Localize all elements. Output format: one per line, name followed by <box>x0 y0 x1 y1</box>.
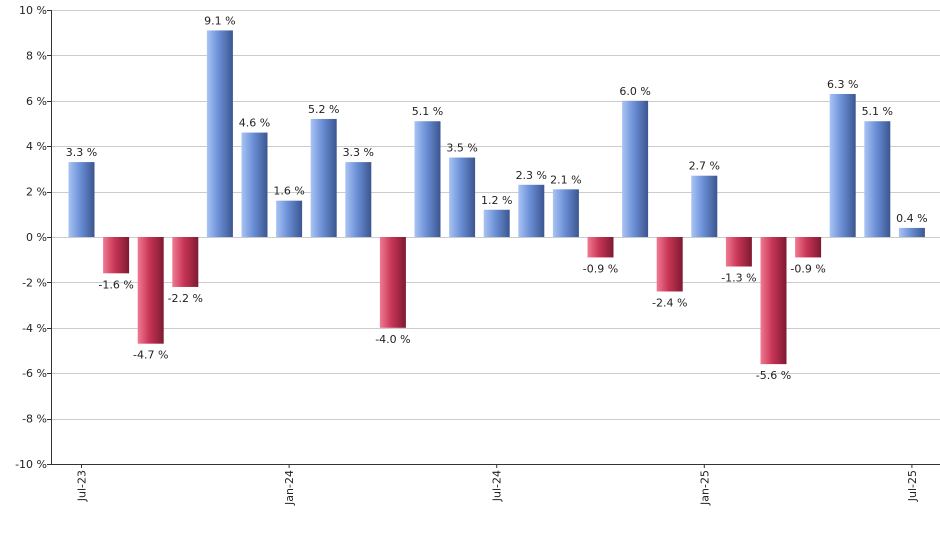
bar <box>622 100 649 237</box>
bar-value-label: 5.1 % <box>412 105 443 118</box>
bar-value-label: 5.2 % <box>308 103 339 116</box>
bar-value-label: 2.1 % <box>550 173 581 186</box>
y-tick-label: -4 % <box>22 322 47 335</box>
y-tick-labels: 10 % 8 % 6 % 4 % 2 % 0 % -2 % -4 % -6 % -8 % -10 % <box>15 4 51 471</box>
bar-value-label: -4.7 % <box>133 349 168 362</box>
bar-value-label: 3.3 % <box>343 146 374 159</box>
bar <box>518 184 545 237</box>
bar <box>414 121 441 237</box>
y-tick-label: -10 % <box>15 458 47 471</box>
data-labels: 3.3 % -1.6 % -4.7 % -2.2 % 9.1 % 4.6 % 1.6 % 5.… <box>66 14 928 382</box>
x-tick-label: Jul-23 <box>76 470 89 502</box>
bar-value-label: -0.9 % <box>583 262 618 275</box>
x-tick-label: Jan-24 <box>283 470 296 506</box>
x-tick-label: Jul-24 <box>491 470 504 502</box>
bar <box>691 175 718 237</box>
bar-value-label: 6.0 % <box>619 85 650 98</box>
y-tick-label: 10 % <box>19 4 47 17</box>
bar <box>725 237 752 267</box>
bar <box>587 237 614 258</box>
bar-value-label: -1.3 % <box>721 272 756 285</box>
bar <box>206 30 233 238</box>
bar-value-label: -2.2 % <box>168 292 203 305</box>
bar-value-label: 3.5 % <box>446 142 477 155</box>
bar <box>795 237 822 258</box>
bar-value-label: 0.4 % <box>896 212 927 225</box>
y-tick-label: -6 % <box>22 367 47 380</box>
bar <box>898 227 925 237</box>
y-tick-label: 6 % <box>26 95 47 108</box>
bar-value-label: -0.9 % <box>790 262 825 275</box>
bar <box>241 132 268 237</box>
bar-value-label: -5.6 % <box>756 369 791 382</box>
bar <box>345 162 372 237</box>
bar-value-label: 9.1 % <box>204 14 235 27</box>
bar <box>829 93 856 238</box>
bar-value-label: 1.2 % <box>481 194 512 207</box>
bar-value-label: 2.7 % <box>689 160 720 173</box>
bar <box>68 162 95 237</box>
bar-value-label: 2.3 % <box>516 169 547 182</box>
bar <box>449 157 476 237</box>
bar-value-label: -1.6 % <box>98 278 133 291</box>
y-tick-label: 4 % <box>26 140 47 153</box>
y-tick-label: 8 % <box>26 49 47 62</box>
y-tick-label: 2 % <box>26 186 47 199</box>
bar <box>310 118 337 237</box>
bar-value-label: -4.0 % <box>375 333 410 346</box>
bar <box>656 237 683 292</box>
bar-value-label: -2.4 % <box>652 296 687 309</box>
bar <box>483 209 510 237</box>
x-tick-labels: Jul-23 Jan-24 Jul-24 Jan-25 Jul-25 <box>76 464 919 506</box>
bars <box>68 30 925 365</box>
bar <box>552 189 579 237</box>
bar-value-label: 1.6 % <box>273 185 304 198</box>
x-tick-label: Jul-25 <box>906 470 919 502</box>
bar-value-label: 6.3 % <box>827 78 858 91</box>
axes <box>51 10 940 465</box>
y-tick-label: -2 % <box>22 276 47 289</box>
bar <box>760 237 787 365</box>
bar-value-label: 4.6 % <box>239 117 270 130</box>
bar <box>864 121 891 237</box>
bar <box>137 237 164 344</box>
bar <box>276 200 303 237</box>
y-tick-label: -8 % <box>22 413 47 426</box>
bar-value-label: 5.1 % <box>862 105 893 118</box>
bar <box>379 237 406 328</box>
x-tick-label: Jan-25 <box>698 470 711 506</box>
bar <box>172 237 199 287</box>
bar-value-label: 3.3 % <box>66 146 97 159</box>
y-tick-label: 0 % <box>26 231 47 244</box>
bar <box>103 237 130 274</box>
